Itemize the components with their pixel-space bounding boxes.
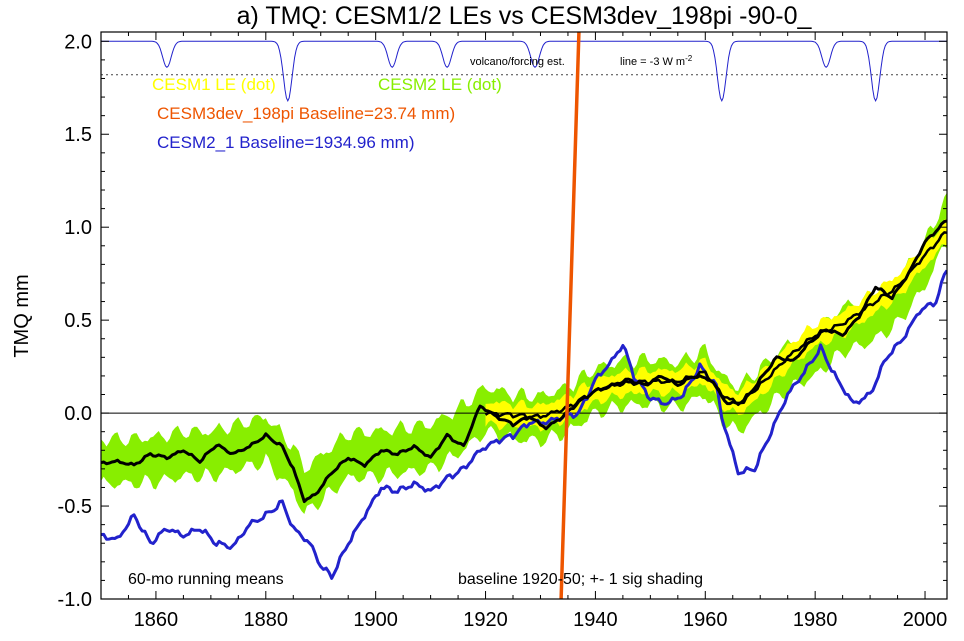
- y-tick-label: 1.5: [64, 124, 92, 146]
- legend-cesm2: CESM2 LE (dot): [378, 75, 502, 94]
- legend-cesm2-1: CESM2_1 Baseline=1934.96 mm): [157, 133, 415, 152]
- cesm2-le-band: [101, 192, 947, 514]
- cesm3dev-line: [559, 32, 581, 599]
- y-tick-label: -1.0: [58, 589, 92, 611]
- y-tick-label: 2.0: [64, 31, 92, 53]
- x-tick-label: 1920: [463, 609, 508, 631]
- cesm1-le-band: [485, 219, 947, 432]
- x-tick-label: 1960: [683, 609, 728, 631]
- running-mean-note: 60-mo running means: [128, 571, 284, 588]
- ensemble-mean-line: [101, 219, 947, 504]
- y-tick-label: 0.0: [64, 403, 92, 425]
- x-tick-label: 1900: [353, 609, 398, 631]
- volcano-annotation: volcano/forcing est.: [470, 56, 565, 68]
- cesm2-1-line: [101, 269, 947, 580]
- x-tick-label: 1940: [573, 609, 618, 631]
- y-axis: -1.0 -0.5 0.0 0.5 1.0 1.5 2.0: [58, 31, 947, 611]
- plot-frame: [100, 31, 948, 600]
- line-scale-sup: -2: [685, 54, 693, 63]
- x-tick-label: 1860: [134, 609, 179, 631]
- x-axis: 1860 1880 1900 1920 1940 1960 1980 2000: [100, 32, 948, 631]
- y-axis-label: TMQ mm: [11, 274, 33, 357]
- chart-title: a) TMQ: CESM1/2 LEs vs CESM3dev_198pi -9…: [237, 2, 813, 30]
- x-tick-label: 1880: [244, 609, 289, 631]
- legend: CESM1 LE (dot) CESM2 LE (dot) CESM3dev_1…: [152, 75, 502, 152]
- y-tick-label: -0.5: [58, 496, 92, 518]
- line-scale-annotation: line = -3 W m-2: [620, 54, 693, 68]
- volcano-forcing-line: [101, 40, 947, 103]
- legend-cesm1: CESM1 LE (dot): [152, 75, 276, 94]
- cesm1-mean-line: [484, 231, 947, 420]
- baseline-note: baseline 1920-50; +- 1 sig shading: [458, 571, 703, 588]
- plot-area: [101, 32, 947, 599]
- y-tick-label: 0.5: [64, 310, 92, 332]
- x-tick-label: 1980: [793, 609, 838, 631]
- y-tick-label: 1.0: [64, 217, 92, 239]
- line-scale-text: line = -3 W m: [620, 56, 685, 68]
- x-tick-label: 2000: [903, 609, 948, 631]
- legend-cesm3: CESM3dev_198pi Baseline=23.74 mm): [157, 104, 455, 123]
